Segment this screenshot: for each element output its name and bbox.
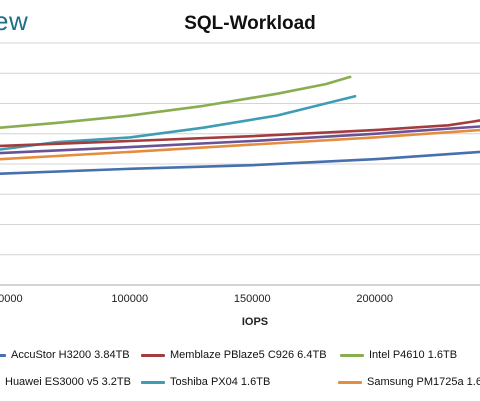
x-tick-label: 100000 bbox=[111, 293, 148, 305]
legend-item-2: Memblaze PBlaze5 C926 6.4TB bbox=[141, 349, 327, 361]
x-tick-label: 200000 bbox=[356, 293, 393, 305]
series-line-6 bbox=[0, 150, 480, 175]
legend-swatch bbox=[141, 380, 165, 384]
series-line-4 bbox=[0, 125, 480, 155]
series-line-3 bbox=[0, 119, 480, 148]
legend-swatch bbox=[338, 380, 362, 384]
series-line-2 bbox=[0, 94, 357, 151]
chart-title: SQL-Workload bbox=[184, 13, 316, 34]
legend-swatch bbox=[141, 353, 165, 357]
legend-swatch bbox=[0, 353, 6, 357]
legend-item-4: Huawei ES3000 v5 3.2TB bbox=[0, 376, 131, 388]
legend-item-5: Toshiba PX04 1.6TB bbox=[141, 376, 270, 388]
legend-label: AccuStor H3200 3.84TB bbox=[11, 349, 130, 361]
gridlines bbox=[0, 42, 480, 286]
series-lines bbox=[0, 75, 480, 175]
legend-label: Toshiba PX04 1.6TB bbox=[170, 376, 271, 388]
series-line-5 bbox=[0, 128, 480, 161]
x-axis-label: IOPS bbox=[241, 316, 269, 328]
x-tick-label: 150000 bbox=[234, 293, 271, 305]
legend-item-3: Intel P4610 1.6TB bbox=[340, 349, 457, 361]
legend-label: Memblaze PBlaze5 C926 6.4TB bbox=[170, 349, 327, 361]
legend-item-6: Samsung PM1725a 1.6TB bbox=[338, 376, 480, 388]
x-axis-ticks: 50000 100000 150000 200000 bbox=[0, 293, 393, 305]
logo-fragment: ew bbox=[0, 6, 29, 36]
series-line-1 bbox=[0, 75, 352, 129]
legend-label: Samsung PM1725a 1.6TB bbox=[367, 376, 480, 388]
legend-swatch bbox=[340, 353, 364, 357]
x-tick-label: 50000 bbox=[0, 293, 23, 305]
legend-label: Huawei ES3000 v5 3.2TB bbox=[5, 376, 131, 388]
legend-item-1: AccuStor H3200 3.84TB bbox=[0, 349, 130, 361]
legend-label: Intel P4610 1.6TB bbox=[369, 349, 458, 361]
